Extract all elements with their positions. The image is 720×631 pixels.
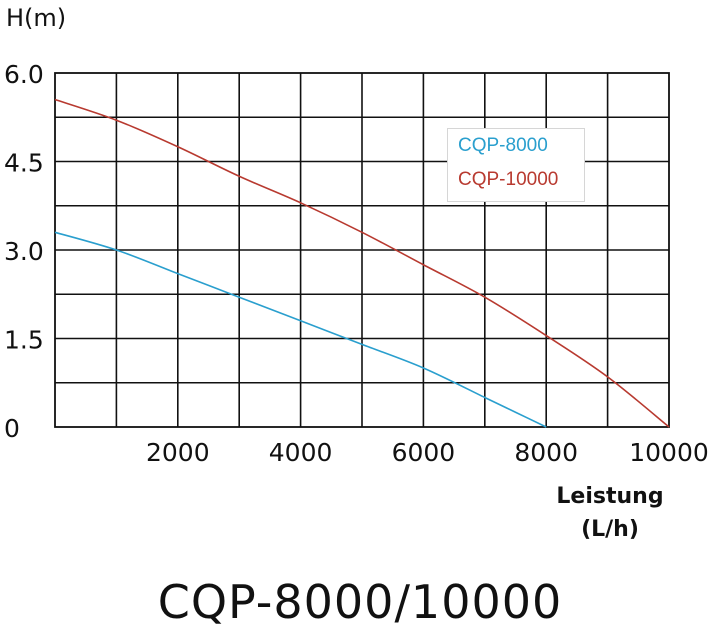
y-axis-title: H(m) [6,4,67,32]
legend-item-cqp-10000: CQP-10000 [458,169,559,190]
y-tick-label: 4.5 [4,149,44,178]
x-tick-label: 6000 [392,438,456,467]
series-line-cqp-8000 [54,231,547,428]
series-line-cqp-10000 [54,98,670,428]
x-tick-label: 10000 [629,438,709,467]
x-axis-title-line1: Leistung [556,484,664,509]
y-tick-label: 1.5 [4,326,44,355]
x-axis-title: Leistung (L/h) [555,480,665,546]
y-tick-label: 0 [4,414,20,443]
y-tick-label: 3.0 [4,237,44,266]
plot-frame [54,72,670,428]
legend-item-cqp-8000: CQP-8000 [458,135,548,156]
legend: CQP-8000 CQP-10000 [447,128,585,202]
x-tick-label: 8000 [514,438,578,467]
model-title: CQP-8000/10000 [157,575,563,629]
x-tick-label: 2000 [146,438,210,467]
y-tick-label: 6.0 [4,60,44,89]
x-tick-label: 4000 [269,438,333,467]
x-axis-title-line2: (L/h) [581,517,639,542]
